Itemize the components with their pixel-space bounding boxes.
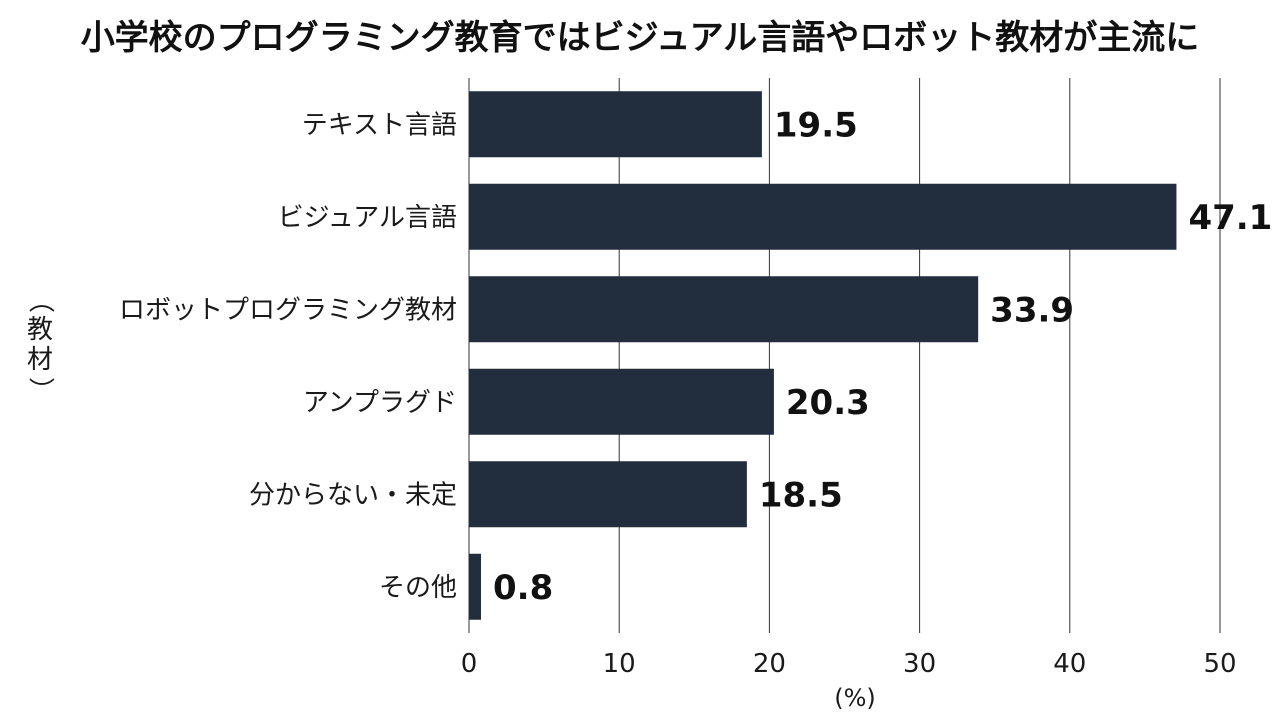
value-label: 18.5 (759, 475, 843, 515)
y-axis-title-char: ） (25, 377, 55, 403)
value-label: 20.3 (786, 383, 870, 423)
grid-lines (468, 78, 1221, 633)
x-tick-label: 20 (753, 649, 786, 679)
category-label: テキスト言語 (302, 110, 457, 140)
category-labels: テキスト言語ビジュアル言語ロボットプログラミング教材アンプラグド分からない・未定… (119, 110, 457, 603)
value-label: 19.5 (774, 105, 858, 145)
x-axis-title: (%) (834, 684, 876, 712)
y-axis-title-char: 教 (27, 315, 53, 345)
x-tick-label: 40 (1053, 649, 1086, 679)
value-label: 33.9 (990, 290, 1074, 330)
value-labels: 19.5 47.1 33.9 20.3 18.5 0.8 (493, 105, 1272, 608)
bar (469, 183, 1177, 250)
category-label: ロボットプログラミング教材 (119, 295, 457, 325)
bar (469, 276, 979, 343)
x-tick-label: 30 (903, 649, 936, 679)
x-tick-label: 50 (1203, 649, 1236, 679)
bars (469, 91, 1177, 620)
bar (469, 553, 482, 620)
bar (469, 461, 747, 528)
y-axis-title-char: （ (25, 287, 55, 313)
value-label: 47.1 (1188, 198, 1272, 238)
value-label: 0.8 (493, 568, 553, 608)
y-axis-title-char: 材 (27, 345, 53, 375)
chart-title: 小学校のプログラミング教育ではビジュアル言語やロボット教材が主流に (80, 18, 1200, 58)
bar (469, 368, 774, 435)
x-tick-labels: 0 10 20 30 40 50 (461, 649, 1237, 679)
x-tick-label: 0 (461, 649, 478, 679)
bar (469, 91, 762, 158)
category-label: アンプラグド (303, 388, 457, 418)
x-tick-label: 10 (603, 649, 636, 679)
category-label: ビジュアル言語 (278, 203, 457, 233)
y-axis-title: （教材） (25, 287, 55, 403)
category-label: その他 (379, 573, 457, 603)
category-label: 分からない・未定 (249, 480, 457, 510)
